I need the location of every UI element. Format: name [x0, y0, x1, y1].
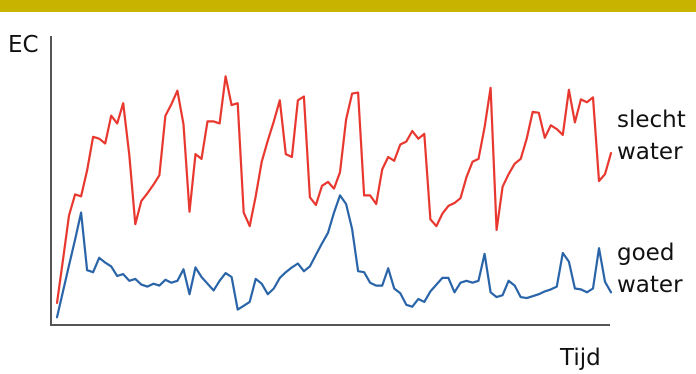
series-layer — [55, 75, 613, 319]
y-axis-label: EC — [8, 32, 39, 58]
series-label-water-good: water — [617, 272, 683, 298]
series-label-goed: goed — [617, 240, 674, 266]
top-accent-bar — [0, 0, 696, 12]
series-label-layer: slecht water goed water — [617, 107, 686, 298]
series-label-slecht: slecht — [617, 107, 686, 133]
series-label-water-bad: water — [617, 139, 683, 165]
x-axis-label: Tijd — [559, 345, 601, 371]
series-line-slecht-water — [55, 75, 613, 304]
series-line-goed-water — [55, 194, 613, 319]
